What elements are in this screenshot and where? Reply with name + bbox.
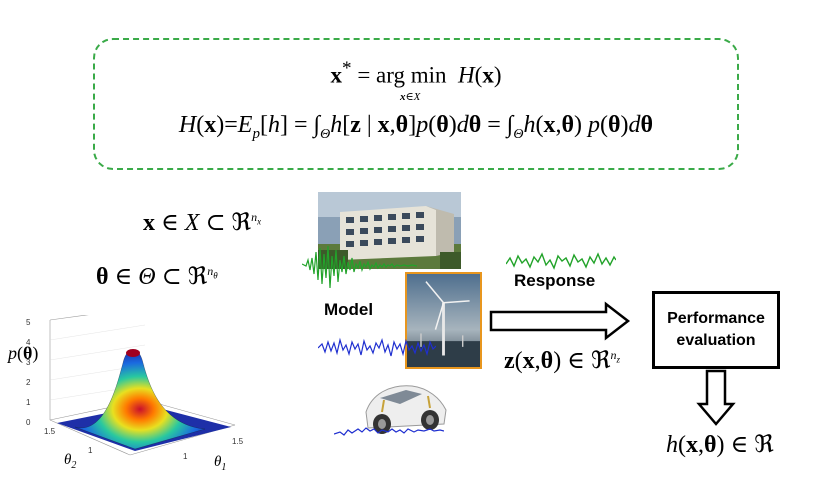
theta2-tick: 1 bbox=[88, 446, 93, 455]
theta1-tick: 1 bbox=[183, 452, 188, 461]
car-chassis-photo bbox=[365, 385, 447, 434]
formula-box bbox=[93, 38, 739, 170]
z-tick: 3 bbox=[26, 358, 31, 367]
blue-wind-signal bbox=[318, 337, 436, 357]
right-arrow bbox=[489, 301, 631, 341]
green-seismic-signal bbox=[302, 245, 417, 289]
design-space-label: x ∈ X ⊂ ℜnx bbox=[143, 210, 262, 236]
z-tick: 5 bbox=[26, 318, 31, 327]
performance-line1: Performance bbox=[667, 310, 765, 327]
z-tick: 0 bbox=[26, 418, 31, 427]
z-tick: 4 bbox=[26, 338, 31, 347]
pdf-surface-plot bbox=[49, 315, 236, 456]
pdf-label: p(θ) bbox=[8, 343, 39, 363]
optimization-equation: x* = arg min H(x) bbox=[330, 58, 502, 88]
z-tick: 2 bbox=[26, 378, 31, 387]
uncertain-space-label: θ ∈ Θ ⊂ ℜnθ bbox=[96, 264, 218, 290]
wind-turbine-photo bbox=[405, 272, 482, 369]
blue-road-signal bbox=[334, 427, 444, 436]
green-response-signal bbox=[506, 252, 616, 270]
performance-output-label: h(x,θ) ∈ ℜ bbox=[666, 432, 774, 458]
building-photo bbox=[318, 192, 461, 269]
performance-line2: evaluation bbox=[676, 332, 756, 349]
performance-evaluation-box: Performance evaluation bbox=[652, 291, 780, 369]
down-arrow bbox=[696, 369, 736, 426]
theta1-label: θ1 bbox=[214, 454, 227, 473]
theta2-label: θ2 bbox=[64, 452, 77, 471]
model-label: Model bbox=[324, 300, 374, 319]
theta2-tick: 1.5 bbox=[44, 427, 56, 436]
z-tick: 1 bbox=[26, 398, 31, 407]
objective-equation: H(x)=Ep[h] = ∫Θh[z | x,θ]p(θ)dθ = ∫Θh(x,… bbox=[178, 112, 654, 142]
theta1-tick: 1.5 bbox=[232, 437, 244, 446]
argmin-subscript: x∈X bbox=[400, 91, 421, 103]
response-output-label: z(x,θ) ∈ ℜnz bbox=[504, 348, 620, 374]
response-label: Response bbox=[514, 271, 596, 290]
